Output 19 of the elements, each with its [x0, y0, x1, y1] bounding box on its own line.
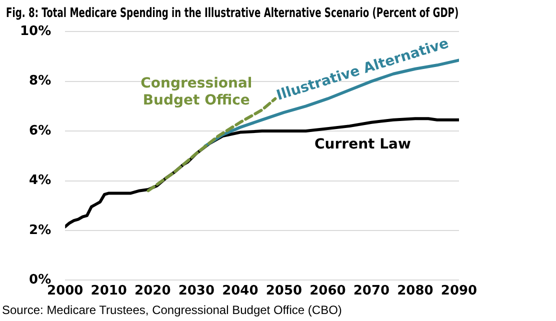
x-tick-label: 2000: [47, 283, 84, 298]
x-tick-label: 2090: [440, 283, 478, 298]
x-tick-label: 2040: [222, 283, 258, 298]
x-tick-label: 2020: [134, 283, 171, 298]
y-tick-label: 6%: [29, 123, 52, 138]
y-tick-label: 2%: [29, 222, 52, 238]
x-tick-label: 2060: [310, 283, 346, 298]
y-tick-label: 8%: [29, 74, 52, 89]
x-tick-label: 2010: [90, 283, 127, 298]
x-tick-label: 2070: [353, 283, 390, 298]
source-note: Source: Medicare Trustees, Congressional Budget Office (CBO): [2, 303, 342, 317]
chart-title: Fig. 8: Total Medicare Spending in the Illustrative Alternative Scenario (Percent of GDP): [6, 6, 459, 21]
y-tick-label: 4%: [29, 173, 52, 188]
y-tick-label: 10%: [20, 24, 52, 39]
x-tick-label: 2080: [397, 283, 434, 298]
x-tick-label: 2030: [178, 283, 215, 298]
x-tick-label: 2050: [266, 283, 302, 298]
series-label: Congressional Budget Office: [140, 76, 252, 109]
series-label: Current Law: [314, 136, 411, 152]
